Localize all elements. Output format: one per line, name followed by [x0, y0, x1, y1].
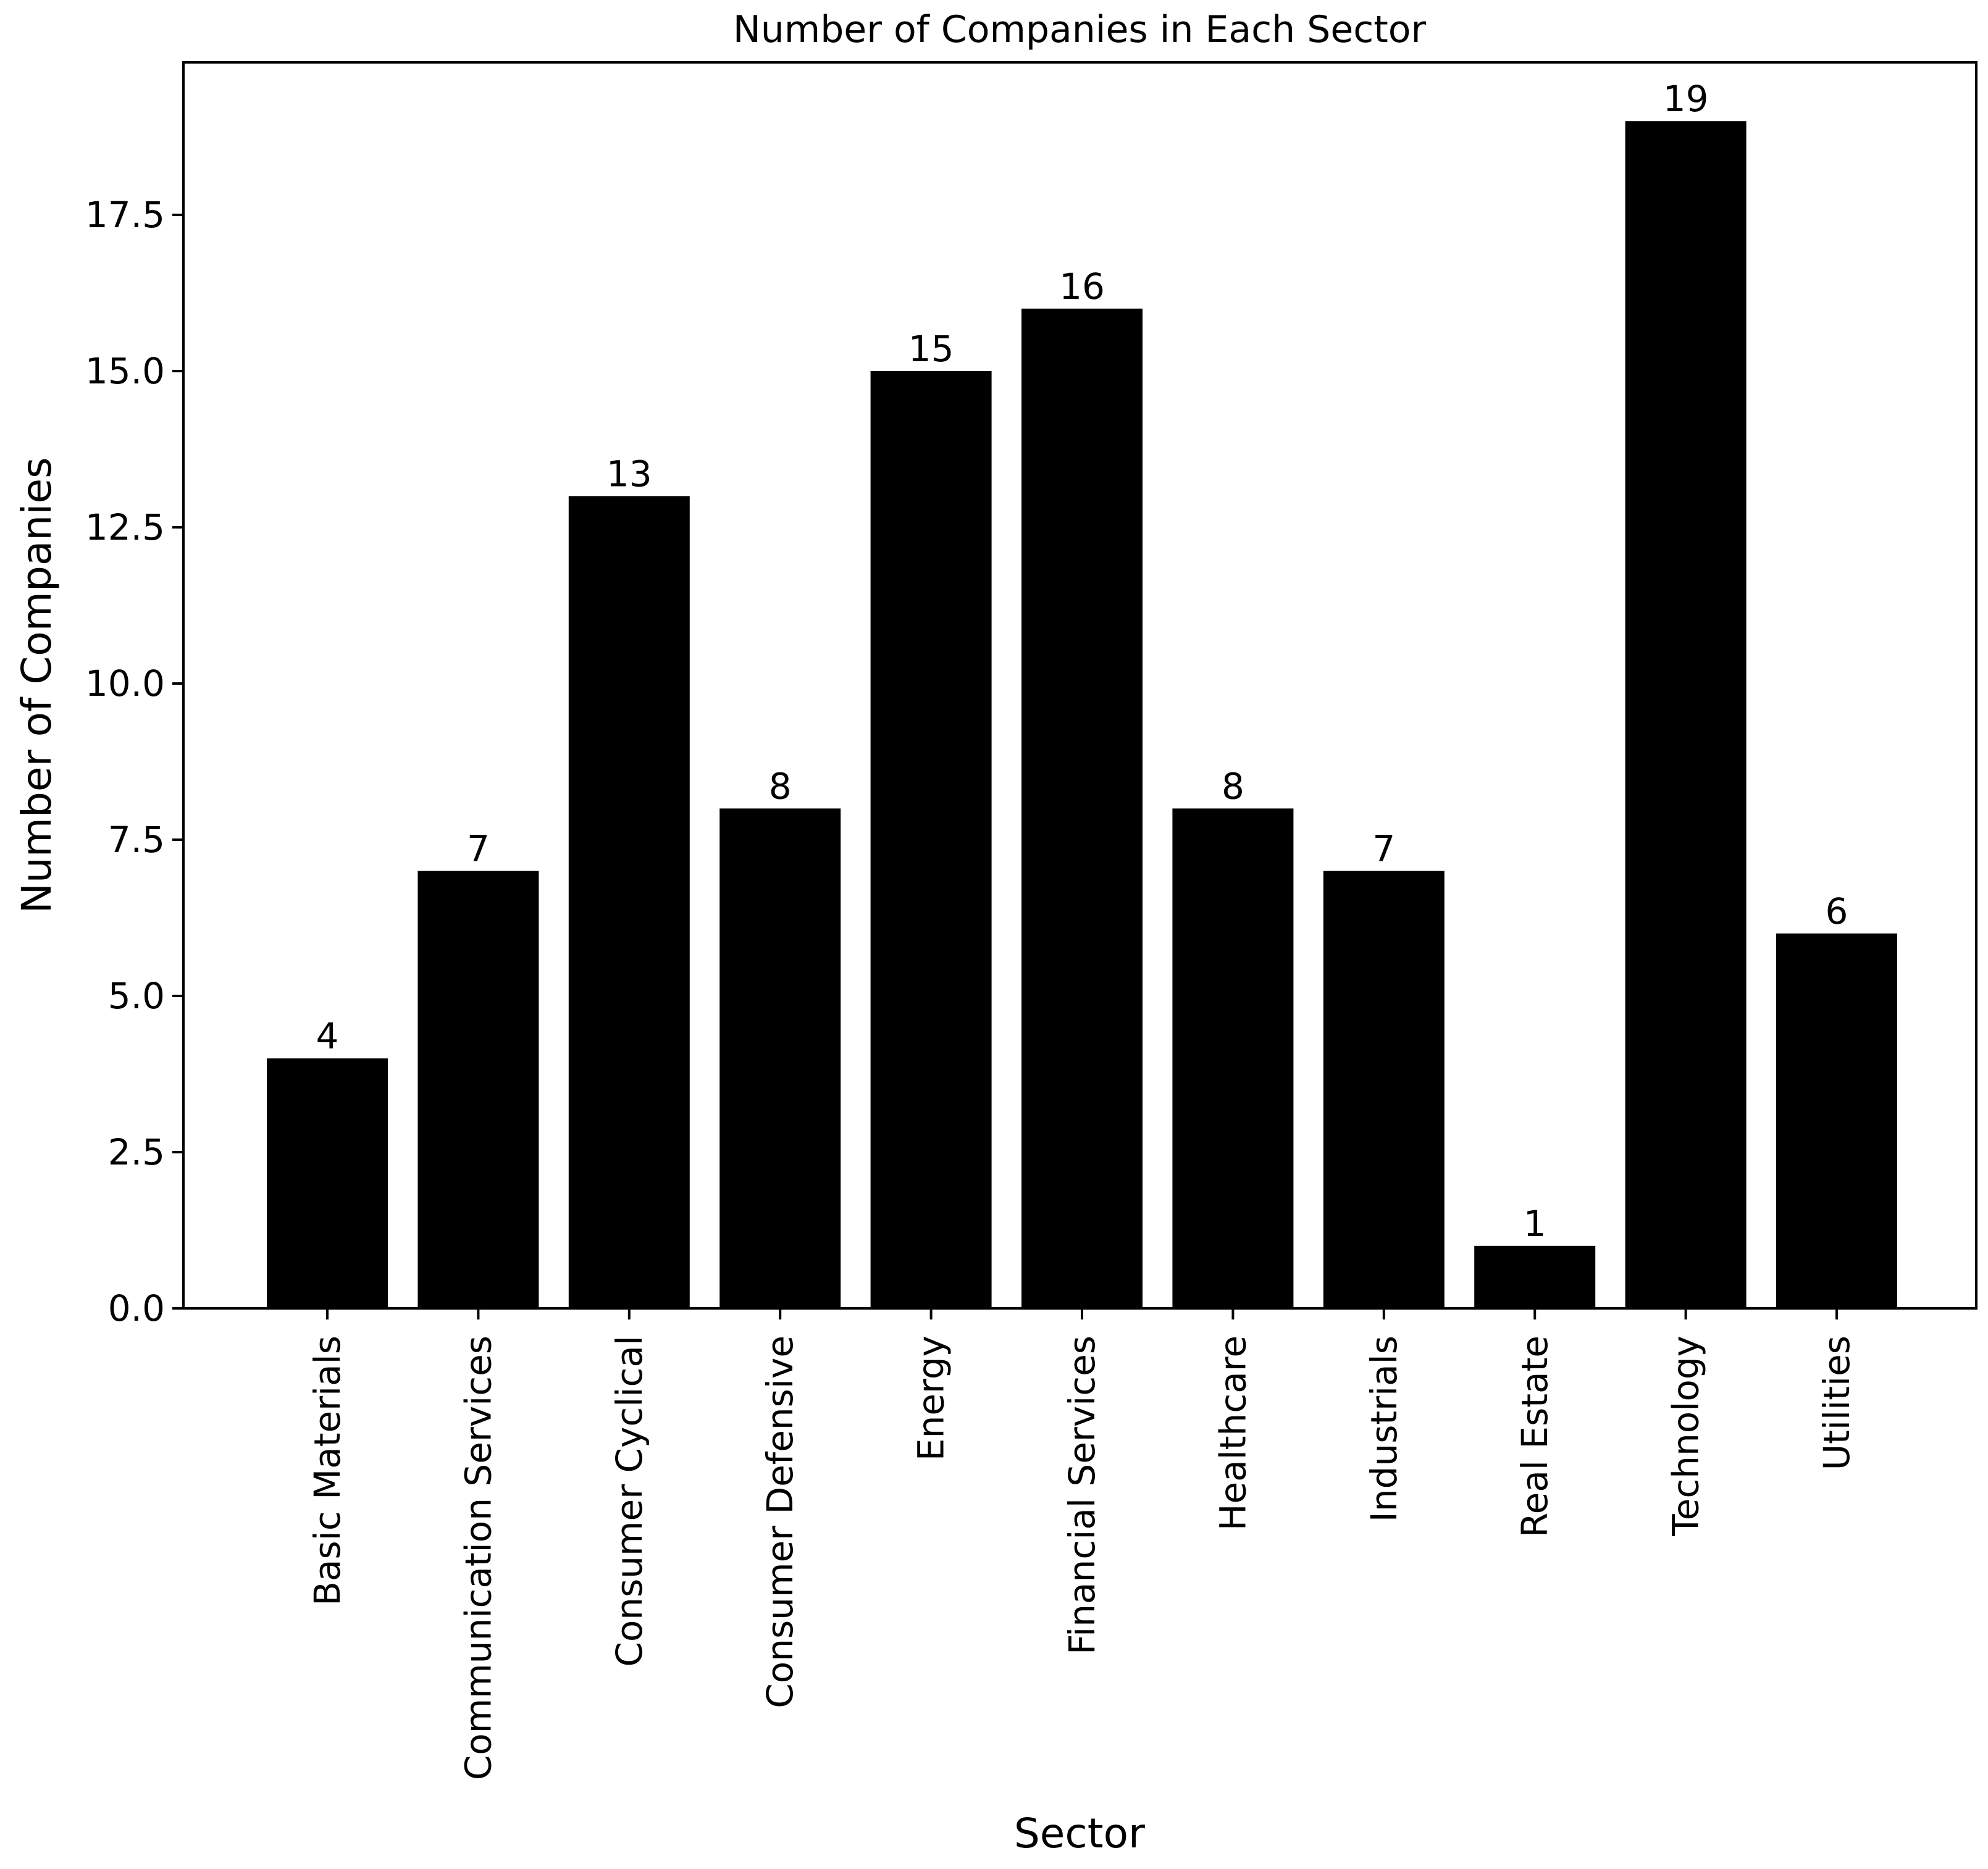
plot-area: 4 7 13 8 15 16 8 7 1 19 6: [267, 78, 1897, 1309]
bar: [1776, 933, 1897, 1308]
data-label: 7: [467, 828, 490, 870]
y-tick-label: 0.0: [108, 1287, 165, 1329]
data-label: 16: [1059, 266, 1105, 307]
x-tick-label: Industrials: [1363, 1336, 1405, 1522]
y-tick-label: 17.5: [85, 194, 165, 236]
x-tick-label: Energy: [910, 1336, 952, 1461]
y-axis-label: Number of Companies: [13, 458, 61, 914]
y-tick-label: 12.5: [85, 506, 165, 548]
x-tick-label: Healthcare: [1212, 1336, 1254, 1531]
x-axis: Basic Materials Communication Services Con…: [306, 1308, 1858, 1780]
data-label: 7: [1372, 828, 1395, 870]
x-tick-label: Consumer Defensive: [759, 1336, 801, 1708]
data-label: 15: [908, 328, 954, 370]
bar: [267, 1058, 388, 1308]
bar: [1323, 871, 1445, 1308]
x-tick-label: Financial Services: [1061, 1336, 1103, 1655]
y-tick-label: 15.0: [85, 350, 165, 392]
data-label: 6: [1826, 890, 1848, 932]
x-tick-label: Technology: [1665, 1336, 1707, 1537]
bar: [1172, 808, 1294, 1308]
bar: [417, 871, 539, 1308]
y-axis: 0.0 2.5 5.0 7.5 10.0 12.5 15.0 17.5: [85, 194, 183, 1329]
y-tick-label: 5.0: [108, 975, 165, 1017]
y-tick-label: 7.5: [108, 819, 165, 861]
bar: [1021, 308, 1143, 1308]
x-tick-label: Real Estate: [1514, 1336, 1556, 1537]
plot-frame: [182, 61, 1978, 1310]
y-tick-label: 2.5: [108, 1131, 165, 1173]
data-label: 4: [316, 1015, 339, 1057]
bar: [568, 496, 690, 1308]
bar: [870, 371, 992, 1308]
data-label: 8: [1222, 765, 1244, 807]
data-label: 8: [769, 765, 792, 807]
x-tick-label: Basic Materials: [306, 1336, 348, 1606]
chart-title: Number of Companies in Each Sector: [733, 8, 1427, 51]
y-tick-label: 10.0: [85, 663, 165, 705]
data-label: 1: [1524, 1203, 1546, 1245]
x-tick-label: Utilities: [1816, 1336, 1858, 1470]
x-axis-label: Sector: [1014, 1810, 1146, 1857]
x-tick-label: Consumer Cyclical: [608, 1336, 650, 1667]
data-label: 19: [1663, 78, 1709, 120]
bar: [1625, 121, 1747, 1309]
x-tick-label: Communication Services: [457, 1336, 499, 1780]
bar: [719, 808, 841, 1308]
bar: [1474, 1245, 1596, 1308]
data-label: 13: [606, 453, 652, 495]
